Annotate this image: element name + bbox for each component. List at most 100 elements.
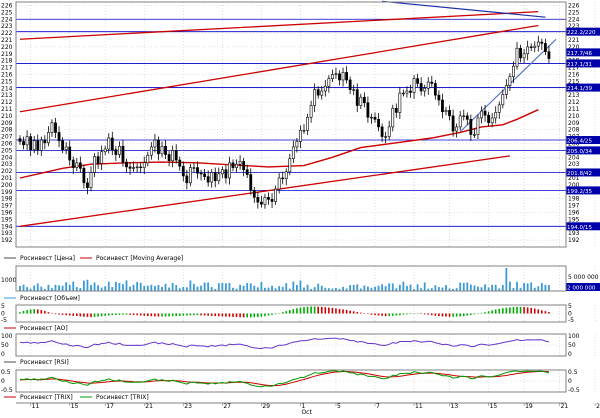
trix-tick-left: 0.5 xyxy=(1,369,11,376)
price-candle xyxy=(381,123,383,142)
ao-bar xyxy=(183,314,185,316)
ao-bar xyxy=(427,314,429,315)
ao-bar xyxy=(58,314,60,315)
candle-body xyxy=(69,147,71,160)
candle-body xyxy=(26,137,28,145)
price-candle xyxy=(463,110,465,121)
trend-line xyxy=(382,1,545,17)
price-candle xyxy=(299,126,301,148)
candle-body xyxy=(79,163,81,169)
ao-bar xyxy=(193,314,195,316)
candle-body xyxy=(90,172,92,187)
price-label-text: 217.7/46 xyxy=(567,51,592,57)
ao-bar xyxy=(491,310,493,313)
volume-bar xyxy=(48,285,50,291)
price-tick-left: 224 xyxy=(1,16,13,23)
candle-body xyxy=(459,116,461,127)
candle-body xyxy=(40,140,42,150)
price-label: 201.8/42 xyxy=(566,168,600,177)
price-candle xyxy=(385,132,387,143)
volume-bar xyxy=(76,287,78,291)
channel-line xyxy=(20,12,538,40)
ao-bar xyxy=(325,307,327,313)
candle-body xyxy=(353,90,355,91)
ao-bar xyxy=(55,314,57,315)
price-candle xyxy=(79,157,81,173)
price-tick-left: 223 xyxy=(1,23,13,30)
price-tick-right: 209 xyxy=(568,120,580,127)
volume-bar xyxy=(488,288,490,291)
ao-bar xyxy=(115,314,117,316)
candle-body xyxy=(484,111,486,115)
price-candle xyxy=(285,168,287,185)
ao-bar xyxy=(303,307,305,313)
volume-bar xyxy=(33,285,35,291)
volume-bar xyxy=(434,285,436,291)
price-candle xyxy=(44,135,46,149)
price-candle xyxy=(65,142,67,154)
candle-body xyxy=(445,110,447,111)
ao-bar xyxy=(399,314,401,316)
candle-body xyxy=(164,146,166,154)
candle-body xyxy=(214,172,216,180)
price-candle xyxy=(221,166,223,178)
price-tick-left: 214 xyxy=(1,85,13,92)
price-tick-left: 201 xyxy=(1,175,13,182)
volume-bar xyxy=(239,285,241,291)
x-tick-label: 21 xyxy=(561,403,569,410)
volume-bar xyxy=(367,287,369,291)
price-candle xyxy=(69,141,71,166)
ao-bar xyxy=(353,311,355,313)
ao-bar xyxy=(403,314,405,315)
ao-bar xyxy=(538,309,540,313)
price-tick-left: 218 xyxy=(1,58,13,65)
candle-body xyxy=(239,161,241,164)
price-tick-left: 206 xyxy=(1,140,13,147)
price-candle xyxy=(370,114,372,124)
ao-bar xyxy=(459,314,461,317)
candle-body xyxy=(473,135,475,136)
x-tick-label: 5 xyxy=(337,403,341,410)
volume-bar xyxy=(211,287,213,291)
price-candle xyxy=(498,101,500,119)
ao-tick-right: -5 xyxy=(568,317,574,324)
volume-bar xyxy=(271,286,273,291)
ao-bar xyxy=(129,314,131,315)
ao-bar xyxy=(456,314,458,317)
candle-body xyxy=(466,116,468,119)
ao-bar xyxy=(481,313,483,314)
candle-body xyxy=(118,146,120,154)
candle-body xyxy=(243,161,245,169)
volume-bar xyxy=(161,287,163,291)
candle-body xyxy=(83,168,85,182)
ao-bar xyxy=(37,309,39,313)
ao-bar xyxy=(356,312,358,314)
volume-bar xyxy=(200,286,202,291)
price-tick-right: 204 xyxy=(568,154,580,161)
candle-body xyxy=(534,46,536,47)
ao-bar xyxy=(190,314,192,316)
price-tick-left: 212 xyxy=(1,99,13,106)
candle-body xyxy=(246,170,248,175)
price-tick-left: 199 xyxy=(1,189,13,196)
ao-bar xyxy=(367,314,369,315)
price-candle xyxy=(264,194,266,209)
volume-bar xyxy=(466,282,468,291)
price-candle xyxy=(328,75,330,93)
ao-bar xyxy=(548,312,550,314)
candle-body xyxy=(140,167,142,168)
candle-body xyxy=(161,146,163,154)
price-tick-right: 193 xyxy=(568,230,580,237)
ao-bar xyxy=(250,314,252,318)
price-tick-left: 209 xyxy=(1,120,13,127)
ao-bar xyxy=(62,314,64,315)
candle-body xyxy=(47,132,49,142)
price-tick-left: 221 xyxy=(1,37,13,44)
price-tick-right: 197 xyxy=(568,203,580,210)
candle-body xyxy=(299,130,301,141)
ao-bar xyxy=(321,307,323,314)
price-candle xyxy=(243,158,245,176)
price-label: 206.4/25 xyxy=(566,136,600,145)
price-candle xyxy=(193,163,195,172)
